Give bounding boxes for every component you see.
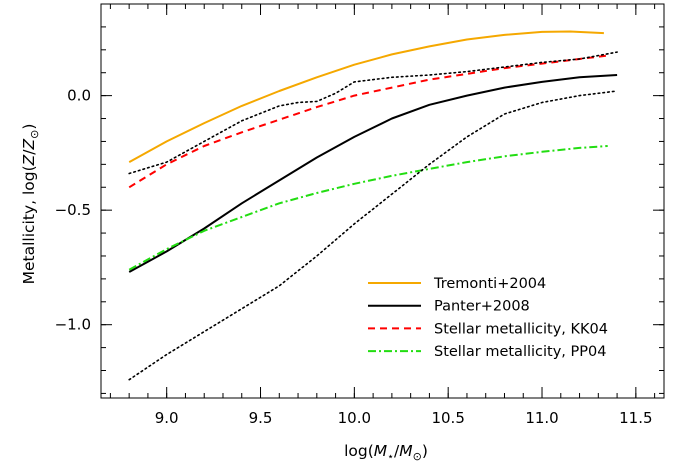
legend: Tremonti+2004 Panter+2008 Stellar metallic…: [368, 276, 608, 360]
series-line-stellar-metallicity-kk04: [128, 54, 608, 189]
legend-label: Stellar metallicity, PP04: [434, 344, 606, 360]
series-line-panter-2008: [128, 74, 618, 273]
series-lines: [128, 30, 618, 381]
legend-label: Stellar metallicity, KK04: [434, 321, 608, 337]
x-tick-label: 11.5: [619, 409, 652, 427]
x-tick-label: 10.0: [338, 409, 371, 427]
series-line-dotted-4: [128, 51, 618, 175]
series-line-tremonti-2004: [128, 30, 604, 163]
y-tick-label: −1.0: [55, 316, 91, 334]
y-tick-label: −0.5: [55, 201, 91, 219]
x-axis-title: log(M⋆/M⊙): [344, 442, 428, 463]
minor-ticks: [101, 3, 664, 398]
y-axis-title: Metallicity, log(Z/Z⊙): [20, 124, 41, 285]
plot-frame: [100, 3, 665, 399]
tick-labels: 9.0 9.5 10.0 10.5 11.0 11.5 0.0 −0.5 −1.0: [55, 87, 653, 427]
legend-label: Tremonti+2004: [433, 276, 546, 292]
y-tick-label: 0.0: [67, 87, 91, 105]
series-line-dotted-5: [128, 90, 618, 381]
x-tick-label: 11.0: [525, 409, 558, 427]
x-tick-label: 9.0: [155, 409, 179, 427]
x-tick-label: 10.5: [431, 409, 464, 427]
series-line-stellar-metallicity-pp04: [128, 145, 608, 271]
legend-label: Panter+2008: [434, 299, 530, 315]
x-tick-label: 9.5: [249, 409, 273, 427]
major-ticks: [101, 4, 664, 398]
